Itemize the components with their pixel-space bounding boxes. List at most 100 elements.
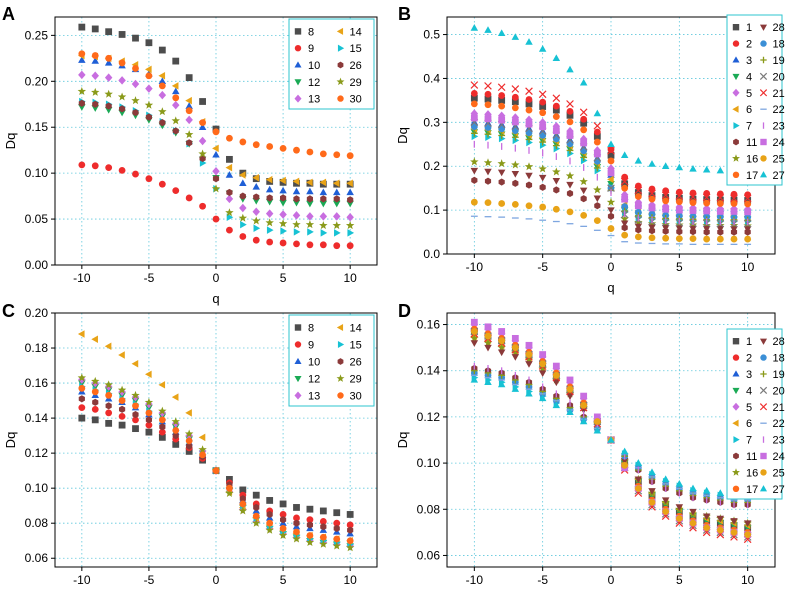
point-c-s8-13	[252, 491, 260, 499]
legend-label-b-18: 18	[773, 39, 785, 51]
point-b-s18-2	[498, 125, 506, 133]
point-b-s2-20	[744, 191, 752, 199]
point-d-s16-4	[524, 354, 534, 363]
point-b-s21-9	[593, 122, 602, 130]
point-a-s9-11	[226, 226, 233, 234]
point-a-s9-12	[239, 233, 247, 240]
legend-label-b-22: 22	[773, 104, 785, 116]
point-b-s27-12	[634, 157, 643, 164]
point-a-s13-11	[225, 194, 234, 204]
point-b-s25-7	[566, 208, 574, 216]
legend-label-c-30: 30	[350, 391, 362, 403]
point-a-s12-1	[91, 105, 99, 112]
point-a-s12-2	[104, 107, 113, 114]
point-d-s27-17	[702, 486, 711, 494]
point-b-s21-5	[538, 90, 547, 99]
panel-letter-d: D	[398, 301, 411, 321]
point-a-s13-4	[131, 79, 140, 89]
point-a-s14-17	[306, 178, 313, 187]
point-d-s27-8	[579, 417, 588, 425]
point-b-s24-11	[621, 195, 629, 203]
point-d-s28-18	[716, 515, 725, 523]
y-tick-label-b-2: 0.2	[423, 159, 440, 173]
point-c-s26-17	[306, 521, 314, 529]
point-b-s1-9	[593, 132, 601, 140]
point-b-s18-11	[621, 203, 629, 211]
point-b-s1-18	[716, 196, 724, 204]
y-tick-label-a-4: 0.20	[25, 74, 49, 88]
point-b-s25-5	[539, 203, 547, 211]
point-a-s30-18	[319, 150, 327, 158]
point-b-s21-6	[552, 94, 561, 103]
point-a-s26-0	[78, 99, 85, 107]
point-d-s28-2	[497, 349, 506, 357]
point-b-s17-6	[552, 113, 560, 121]
legend-marker-a-12	[294, 79, 302, 86]
legend-label-d-22: 22	[773, 418, 785, 430]
point-b-s28-4	[525, 172, 533, 180]
point-b-s17-8	[580, 126, 588, 134]
point-d-s27-3	[511, 385, 520, 392]
y-tick-label-d-5: 0.16	[417, 318, 441, 332]
point-d-s24-7	[566, 376, 574, 384]
point-a-s10-8	[185, 102, 193, 109]
point-b-s18-9	[593, 157, 601, 165]
point-a-s30-0	[78, 50, 86, 58]
legend-marker-d-2	[732, 354, 740, 361]
legend-label-d-21: 21	[773, 402, 785, 414]
point-a-s13-3	[118, 76, 126, 85]
point-a-s30-16	[293, 146, 300, 154]
point-b-s21-2	[497, 83, 506, 92]
point-d-s27-13	[648, 468, 656, 476]
x-tick-label-a-0: -10	[73, 271, 91, 285]
point-b-s24-6	[552, 127, 560, 135]
point-d-s25-6	[552, 371, 560, 379]
point-a-s10-7	[172, 87, 180, 95]
legend-label-b-21: 21	[773, 88, 785, 100]
point-b-s17-12	[634, 193, 642, 200]
point-a-s29-6	[158, 107, 167, 116]
point-b-s16-12	[634, 217, 643, 226]
point-d-s28-19	[730, 518, 738, 525]
point-c-s30-2	[105, 391, 113, 399]
point-c-s29-14	[265, 525, 274, 534]
x-axis-label-a: q	[212, 291, 219, 306]
point-d-s25-11	[621, 462, 629, 469]
point-b-s24-5	[539, 123, 547, 131]
point-a-s14-13	[252, 174, 259, 182]
point-c-s8-12	[239, 486, 247, 494]
legend-label-d-5: 5	[746, 402, 752, 414]
point-a-s12-14	[265, 198, 274, 206]
point-c-s14-2	[104, 342, 112, 351]
x-tick-label-c-2: 0	[213, 573, 220, 587]
point-b-s11-5	[539, 183, 546, 191]
point-a-s9-1	[91, 162, 99, 170]
point-c-s30-6	[158, 416, 166, 424]
legend-label-d-17: 17	[746, 484, 758, 496]
point-d-s27-1	[484, 378, 492, 385]
point-c-s30-13	[252, 512, 260, 520]
point-b-s25-13	[648, 234, 656, 242]
legend-label-d-16: 16	[746, 467, 758, 479]
point-c-s26-8	[186, 442, 193, 450]
point-d-s28-12	[634, 476, 643, 484]
point-b-s21-20	[743, 194, 752, 203]
point-b-s16-4	[524, 162, 534, 171]
point-b-s25-18	[716, 235, 724, 243]
point-a-s10-9	[198, 123, 207, 130]
point-c-s29-1	[91, 376, 100, 385]
point-b-s24-9	[593, 150, 601, 158]
point-b-s25-12	[634, 233, 642, 241]
point-d-s24-2	[498, 328, 506, 335]
legend-label-c-26: 26	[350, 357, 362, 369]
point-a-s15-12	[240, 220, 247, 229]
x-tick-label-a-3: 5	[280, 271, 287, 285]
point-d-s28-17	[702, 513, 711, 521]
point-a-s10-10	[212, 150, 220, 158]
point-d-s25-17	[703, 524, 711, 532]
y-tick-label-c-4: 0.14	[25, 411, 49, 425]
point-b-s28-3	[511, 170, 520, 178]
point-a-s14-7	[171, 82, 179, 90]
point-b-s18-0	[470, 123, 478, 131]
point-b-s16-7	[565, 171, 575, 180]
